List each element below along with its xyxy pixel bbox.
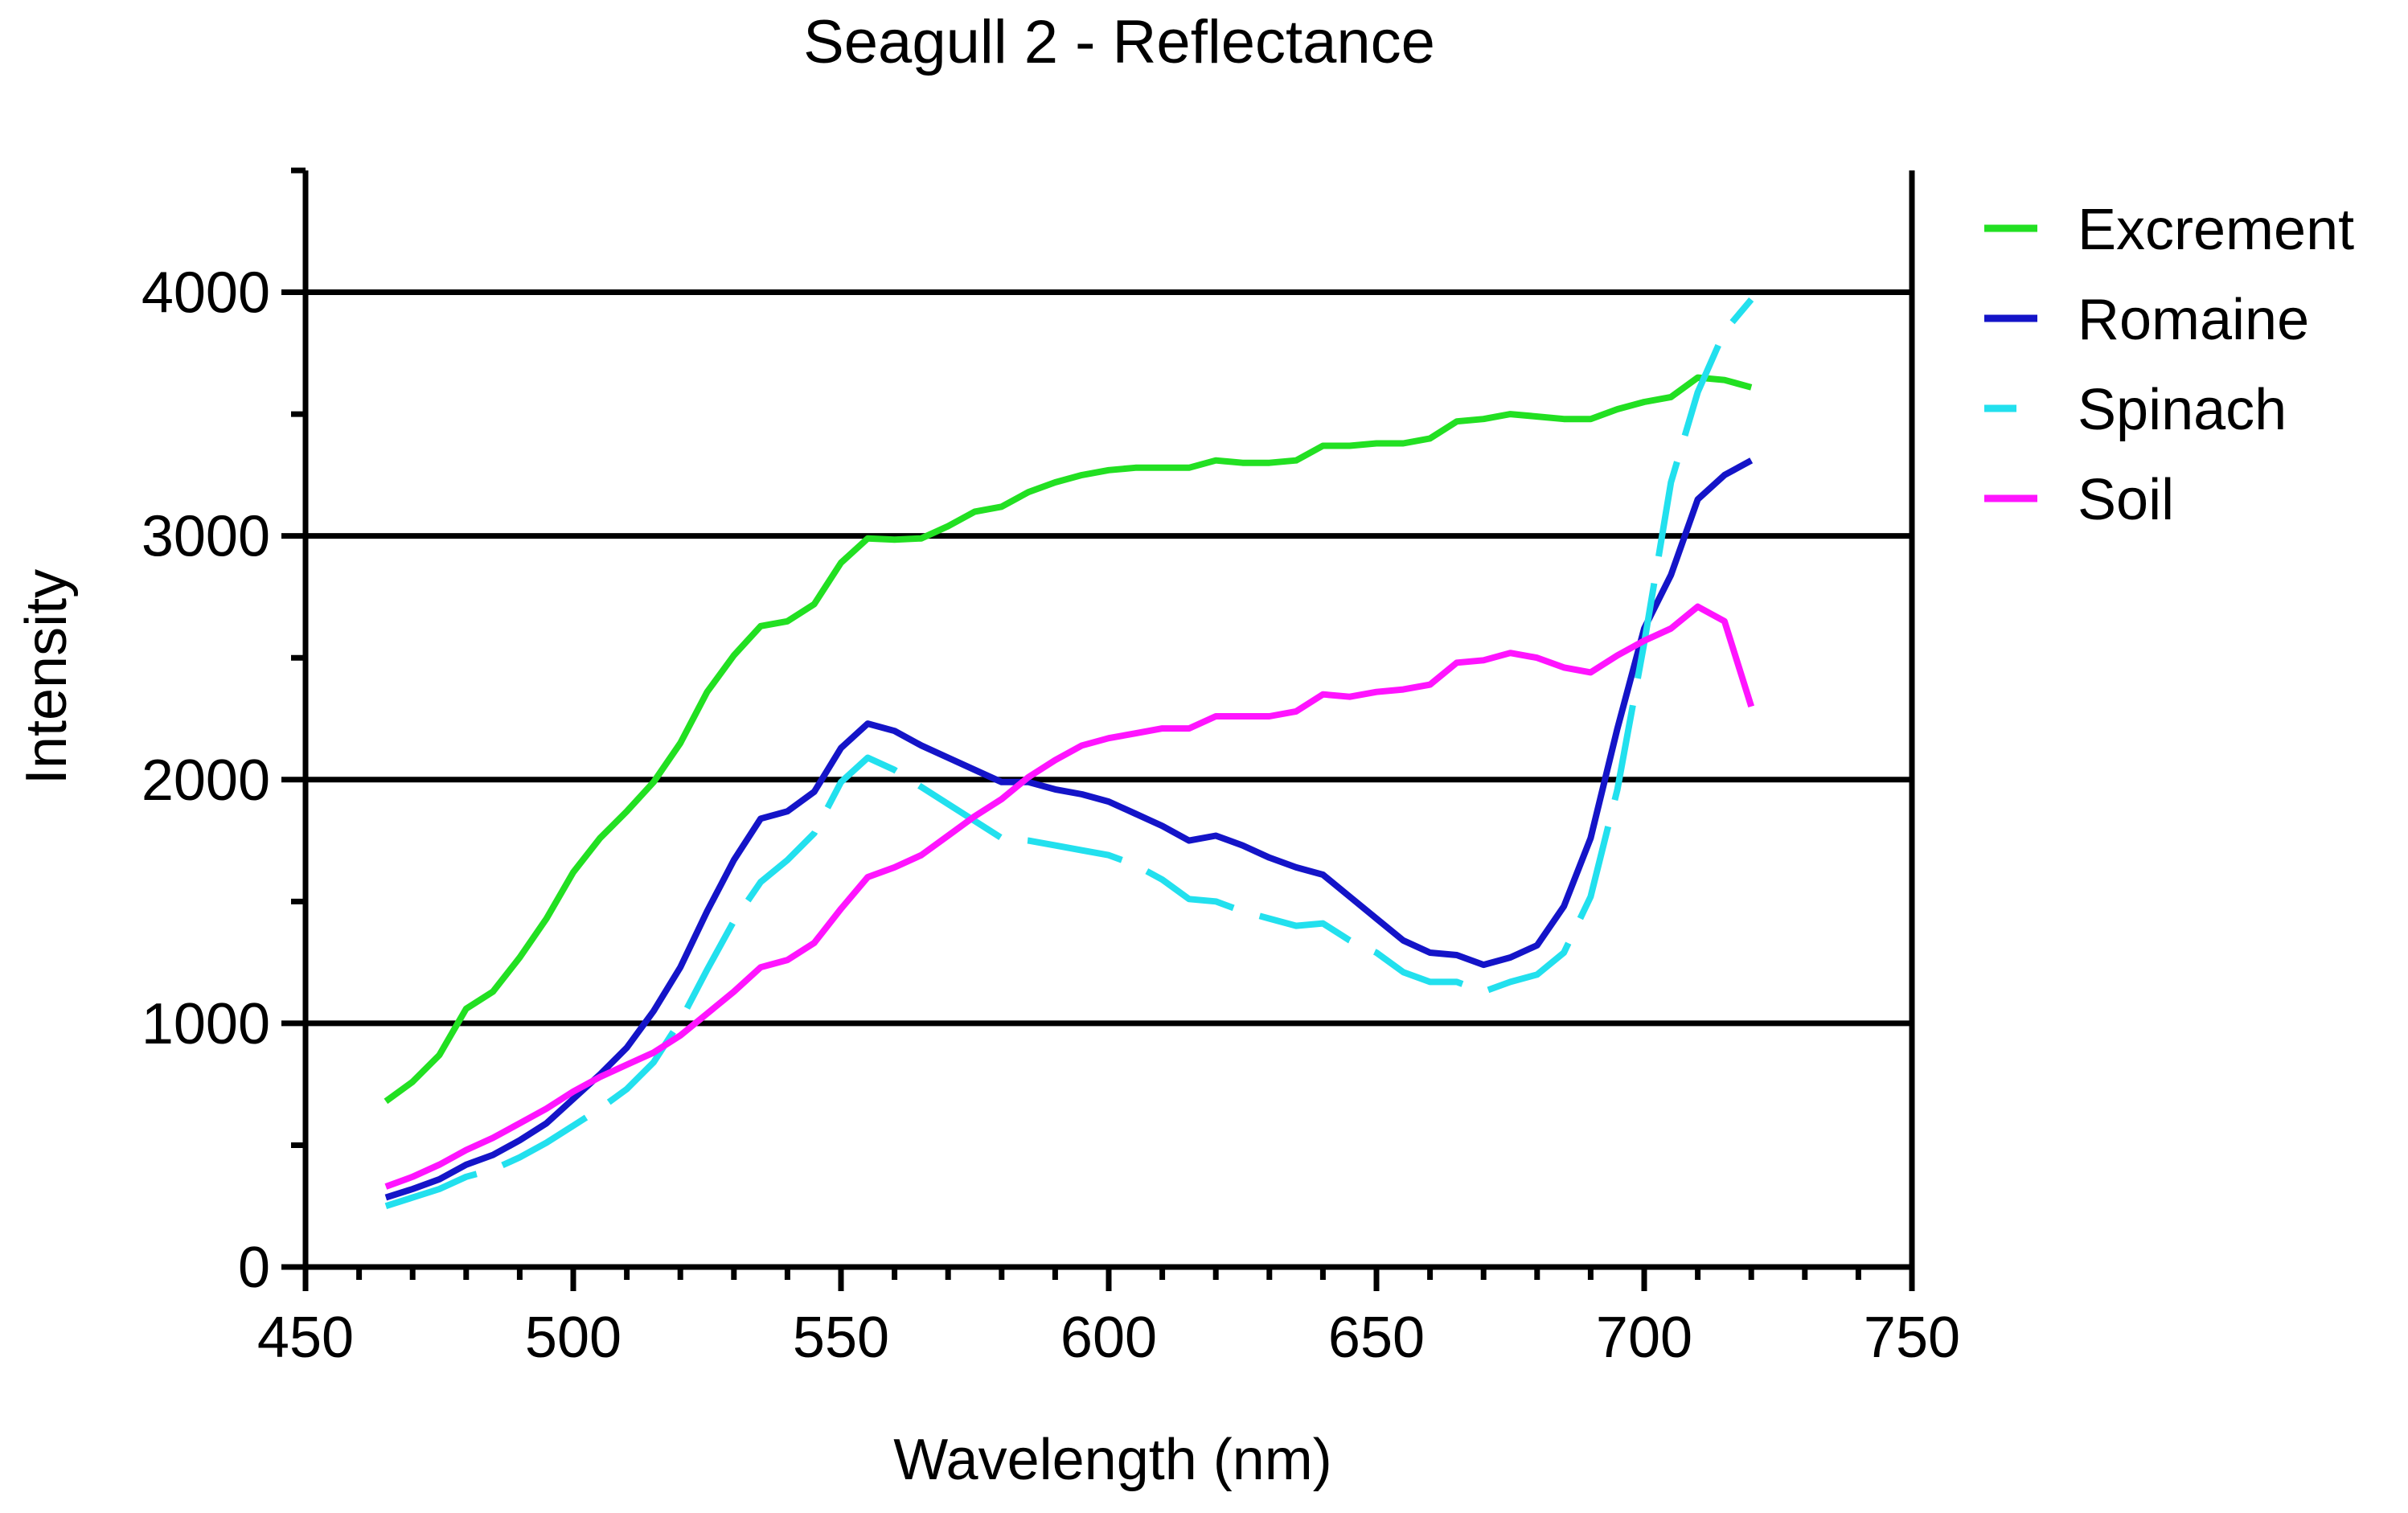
x-axis-label: Wavelength (nm) [893,1428,1332,1492]
legend-label: Excrement [2078,198,2354,262]
y-axis-label: Intensity [14,569,79,785]
series-line-romaine [384,457,1754,1201]
x-tick-label: 650 [1328,1306,1425,1370]
series-line-spinach [384,297,1754,1210]
legend-item-soil: Soil [1984,468,2174,532]
gridlines [306,289,1912,1027]
series-line-soil [384,603,1755,1190]
legend-label: Romaine [2078,288,2309,352]
y-tick-label: 3000 [142,505,270,569]
x-tick-label: 600 [1060,1306,1157,1370]
chart-title: Seagull 2 - Reflectance [803,8,1435,76]
tick-labels: 0 1000 2000 3000 4000 450 500 550 600 650 700 750 [142,261,1960,1370]
y-tick-label: 1000 [142,992,270,1056]
x-tick-label: 500 [525,1306,621,1370]
legend: Excrement Romaine Spinach Soil [1984,198,2354,532]
y-tick-label: 4000 [142,261,270,326]
x-tick-label: 450 [257,1306,354,1370]
axes [281,167,1915,1291]
y-tick-label: 0 [238,1236,270,1300]
y-tick-label: 2000 [142,748,270,813]
x-tick-label: 750 [1864,1306,1960,1370]
legend-label: Spinach [2078,378,2287,442]
legend-item-excrement: Excrement [1984,198,2354,262]
series-line-excrement [384,374,1753,1105]
legend-label: Soil [2078,468,2174,532]
x-tick-label: 550 [793,1306,889,1370]
legend-item-spinach: Spinach [1984,378,2287,442]
legend-item-romaine: Romaine [1984,288,2309,352]
series-lines [384,297,1755,1210]
x-tick-label: 700 [1596,1306,1692,1370]
